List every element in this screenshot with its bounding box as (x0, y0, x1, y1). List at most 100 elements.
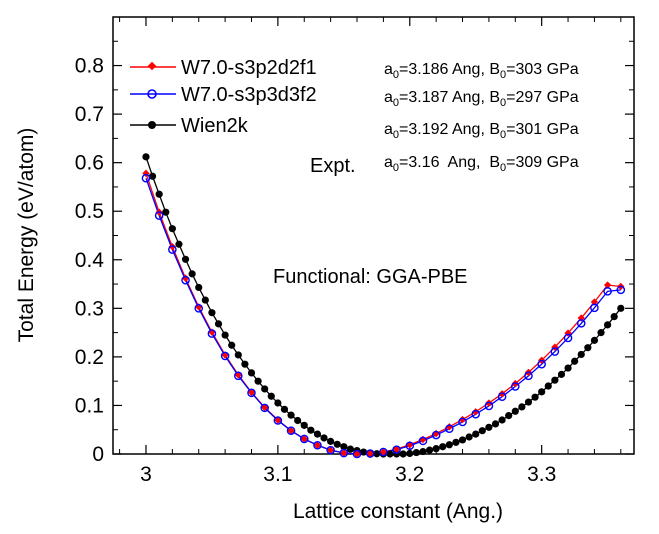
annotation-s3-mid: =3.192 Ang, B (399, 121, 500, 138)
data-point (294, 416, 302, 425)
data-point (445, 424, 454, 434)
data-point (286, 426, 296, 435)
data-point (300, 435, 308, 443)
annotation-s3-sub2: 0 (500, 129, 506, 141)
data-point (261, 385, 269, 393)
data-point (478, 427, 486, 435)
data-point (142, 153, 150, 161)
data-point (287, 427, 295, 435)
data-point (379, 447, 388, 457)
annotation-s1: a0=3.186 Ang, B0=303 GPa (384, 61, 579, 81)
data-point (538, 388, 546, 396)
data-point (406, 449, 414, 458)
data-point (207, 329, 217, 338)
data-point (181, 255, 190, 263)
data-point (551, 376, 559, 384)
plot-frame (112, 16, 635, 455)
annotation-s3: a0=3.192 Ang, B0=301 GPa (384, 121, 579, 141)
data-point (412, 448, 420, 457)
x-tick-label: 3 (140, 463, 152, 486)
data-point (148, 172, 157, 180)
annotation-s3-pre: a (384, 121, 393, 138)
legend-marker-s1 (147, 61, 157, 71)
data-point (274, 416, 282, 424)
data-point (247, 388, 256, 398)
data-point (472, 408, 480, 416)
data-point (531, 393, 539, 401)
legend-entry-s1: W7.0-s3p2d2f1 (130, 57, 317, 79)
y-tick-label: 0.7 (75, 103, 104, 126)
data-point (247, 388, 256, 397)
annotation-s2-mid: =3.187 Ang, B (399, 89, 500, 106)
annotation-expt-mid: =3.16 Ang, B (399, 154, 500, 171)
data-point (603, 287, 612, 296)
legend-entry-s2: W7.0-s3p3d3f2 (130, 84, 317, 106)
x-tick-label: 3.2 (395, 463, 424, 486)
data-point (485, 423, 493, 431)
data-point (576, 319, 586, 328)
data-point (247, 369, 256, 377)
data-point (273, 416, 283, 425)
series-layer (141, 153, 626, 459)
data-point (168, 225, 176, 233)
y-tick-label: 0.5 (75, 200, 104, 223)
data-point (557, 370, 566, 378)
data-point (550, 347, 560, 356)
data-point (590, 303, 599, 313)
data-point (498, 416, 506, 424)
annotation-s1-pre: a (384, 61, 393, 78)
data-point (274, 399, 282, 407)
annotation-s2: a0=3.187 Ang, B0=297 GPa (384, 89, 579, 109)
data-point (194, 304, 204, 313)
annotation-expt-label: Expt. (310, 155, 356, 177)
data-point (267, 392, 275, 400)
data-point (234, 371, 243, 381)
data-point (445, 441, 453, 449)
y-tick-label: 0 (92, 443, 104, 466)
series-3-markers (142, 153, 625, 458)
data-point (326, 446, 335, 454)
annotation-expt-pre: a (384, 154, 393, 171)
y-tick-label: 0.4 (75, 249, 105, 272)
data-point (537, 359, 546, 369)
data-point (616, 285, 626, 295)
data-point (379, 448, 388, 456)
data-point (425, 446, 434, 454)
data-point (313, 440, 322, 450)
y-tick-label: 0.3 (75, 297, 104, 320)
legend-label-s3: Wien2k (181, 115, 249, 137)
data-point (524, 371, 533, 381)
data-point (458, 415, 467, 424)
data-point (511, 407, 519, 415)
x-tick-label: 3.3 (527, 463, 556, 486)
x-tick-label: 3.1 (263, 463, 292, 486)
series-3 (145, 156, 622, 455)
data-point (365, 449, 375, 458)
data-point (214, 320, 223, 328)
data-point (366, 449, 374, 458)
data-point (221, 331, 229, 339)
data-point (399, 450, 407, 458)
annotation-expt-sub2: 0 (500, 162, 506, 174)
data-point (313, 441, 322, 449)
annotation-expt-post: =309 GPa (506, 154, 579, 171)
data-point (155, 190, 163, 198)
data-point (353, 450, 361, 458)
data-point (340, 443, 348, 451)
data-point (254, 377, 262, 385)
series-2-line (145, 177, 621, 455)
data-point (584, 344, 592, 352)
series-3-line (145, 156, 622, 455)
data-point (201, 296, 209, 304)
data-point (431, 430, 441, 440)
legend: W7.0-s3p2d2f1 W7.0-s3p3d3f2 Wien2k (130, 57, 317, 137)
y-axis-title: Total Energy (eV/atom) (15, 128, 38, 343)
annotation-expt-sub1: 0 (393, 162, 399, 174)
data-point (326, 445, 335, 455)
data-point (241, 360, 249, 368)
data-point (346, 445, 355, 453)
data-point (419, 447, 427, 456)
data-point (577, 350, 585, 359)
data-point (465, 433, 473, 441)
data-point (571, 357, 579, 365)
